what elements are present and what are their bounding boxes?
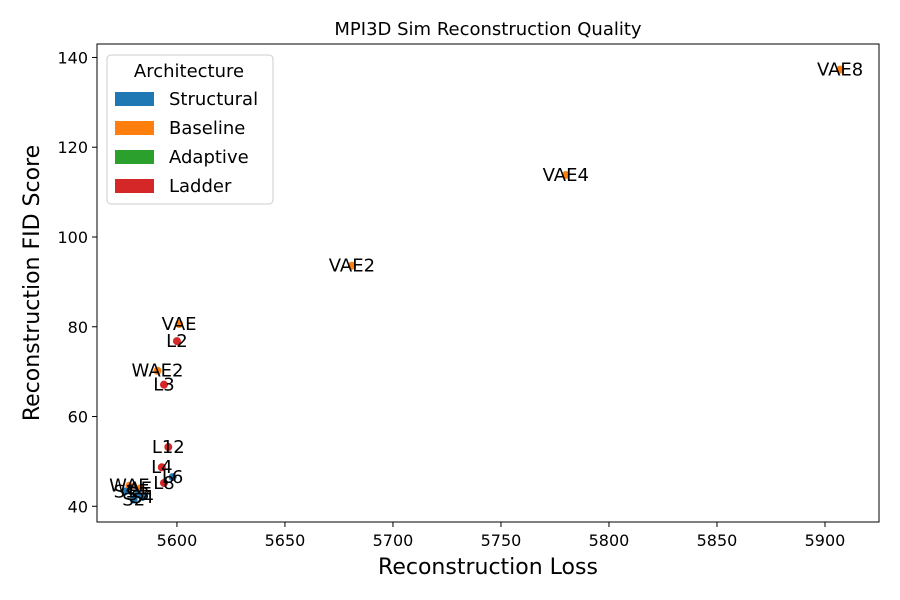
data-point-label: WAE <box>109 476 150 497</box>
data-point-label: L3 <box>153 375 174 396</box>
data-point-label: VAE8 <box>817 60 863 81</box>
data-point <box>129 495 138 504</box>
y-axis: 40 60 80 100 120 140 <box>57 48 97 516</box>
data-point-label: S1 <box>114 481 137 502</box>
data-point-label: L4 <box>151 457 172 478</box>
y-axis-label: Reconstruction FID Score <box>20 145 45 421</box>
data-point-label: L8 <box>153 473 174 494</box>
data-point-label: L6 <box>162 467 183 488</box>
x-tick-label: 5600 <box>157 531 198 550</box>
legend-entry-label: Ladder <box>169 176 232 197</box>
y-tick-label: 140 <box>57 48 88 67</box>
data-point-label: S4 <box>131 487 154 508</box>
y-tick-label: 120 <box>57 138 88 157</box>
legend-swatch <box>115 150 154 164</box>
x-tick-label: 5850 <box>697 531 738 550</box>
x-axis-label: Reconstruction Loss <box>378 555 598 580</box>
data-point-label: VAE <box>162 314 197 335</box>
data-point <box>125 481 134 490</box>
data-point <box>138 492 147 501</box>
y-tick-label: 40 <box>68 497 88 516</box>
data-point-label: S2 <box>122 490 145 511</box>
y-tick-label: 80 <box>68 318 88 337</box>
x-tick-label: 5800 <box>589 531 630 550</box>
x-tick-label: 5700 <box>373 531 414 550</box>
x-tick-label: 5750 <box>481 531 522 550</box>
data-point <box>164 443 173 452</box>
x-tick-label: 5650 <box>265 531 306 550</box>
data-point-label: S3 <box>127 484 150 505</box>
data-point <box>159 478 168 487</box>
legend-swatch <box>115 121 154 135</box>
x-tick-label: 5900 <box>805 531 846 550</box>
legend-entries: Structural Baseline Adaptive Ladder <box>115 89 258 197</box>
data-point <box>561 171 570 180</box>
y-tick-label: 60 <box>68 408 88 427</box>
data-point <box>153 366 162 375</box>
point-labels-layer: VAE8VAE4VAE2VAEL2WAE2L3L12L4L6L8WAEAES1S… <box>109 60 863 511</box>
data-point-label: VAE4 <box>543 165 589 186</box>
legend-title: Architecture <box>134 61 244 82</box>
legend-swatch <box>115 179 154 193</box>
data-point-label: AE <box>128 478 152 499</box>
data-point <box>157 463 166 472</box>
legend-entry-label: Structural <box>169 89 258 110</box>
x-axis: 5600 5650 5700 5750 5800 5850 5900 <box>157 522 846 550</box>
chart-title: MPI3D Sim Reconstruction Quality <box>334 19 642 40</box>
data-point-label: WAE2 <box>132 361 184 382</box>
data-point <box>836 65 845 74</box>
data-point-label: L12 <box>152 437 185 458</box>
legend: Architecture Structural Baseline Adaptive L… <box>106 54 274 205</box>
legend-swatch <box>115 92 154 106</box>
data-point <box>121 487 130 496</box>
data-point <box>159 380 168 389</box>
legend-entry-label: Baseline <box>169 118 245 139</box>
data-point-label: L2 <box>166 331 187 352</box>
points-layer <box>121 65 845 504</box>
legend-entry-label: Adaptive <box>169 147 249 168</box>
data-point <box>168 473 177 482</box>
data-point <box>347 261 356 270</box>
data-point <box>172 337 181 346</box>
y-tick-label: 100 <box>57 228 88 247</box>
data-point <box>175 320 184 329</box>
data-point-label: VAE2 <box>329 256 375 277</box>
plot-frame <box>96 43 880 523</box>
